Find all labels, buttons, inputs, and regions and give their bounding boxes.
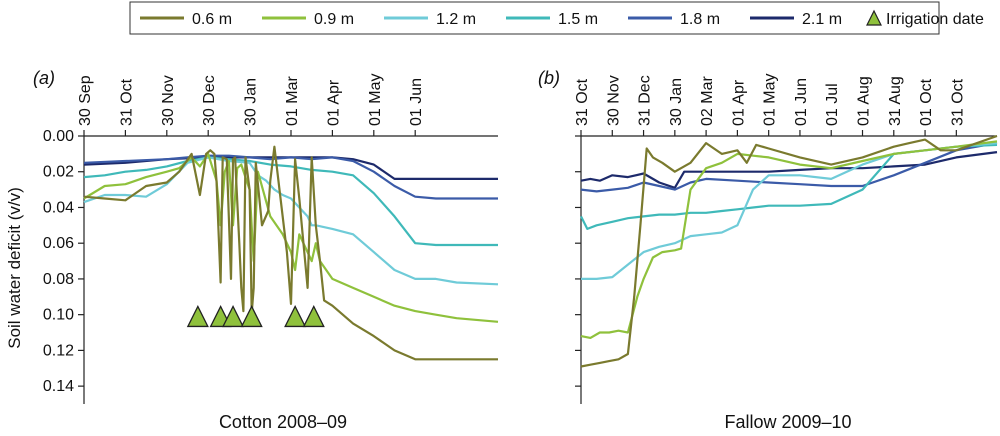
- y-tick-label: 0.08: [43, 271, 74, 288]
- y-tick-label: 0.00: [43, 128, 74, 145]
- irrigation-marker: [221, 304, 245, 328]
- irrigation-marker: [240, 304, 263, 328]
- x-tick-label: 01 Jul: [824, 83, 841, 126]
- panel-b-title: Fallow 2009–10: [724, 412, 851, 432]
- x-tick-label: 31 Oct: [118, 78, 135, 126]
- panel-a-label: (a): [33, 68, 55, 88]
- x-tick-label: 31 Aug: [887, 76, 904, 126]
- legend-label: 0.6 m: [192, 11, 232, 28]
- legend-irrigation-marker: [866, 9, 882, 26]
- x-tick-label: 01 Jun: [793, 78, 810, 126]
- x-tick-label: 31 Oct: [949, 78, 966, 126]
- legend-irrigation-label: Irrigation date: [886, 11, 984, 28]
- y-tick-label: 0.10: [43, 307, 74, 324]
- x-tick-label: 01 Mar: [284, 76, 301, 126]
- x-tick-label: 30 Dec: [201, 75, 218, 126]
- series-line-15m: [580, 143, 998, 230]
- panel-cotton: (a) Cotton 2008–09 30 Sep 31 Oct 30 Nov 30 …: [33, 68, 499, 432]
- x-tick-label: 01 Jun: [408, 78, 425, 126]
- x-tick-label: 31 Dec: [637, 75, 654, 126]
- y-tick-label: 0.06: [43, 235, 74, 252]
- irrigation-marker: [302, 304, 325, 328]
- y-axis-label: Soil water deficit (v/v): [5, 187, 24, 349]
- irrigation-marker: [186, 304, 209, 328]
- legend-items: 0.6 m 0.9 m 1.2 m 1.5 m 1.8 m 2.1 m Irrigation…: [140, 9, 984, 28]
- irrigation-marker: [284, 304, 307, 328]
- y-tick-label: 0.02: [43, 164, 74, 181]
- y-tick-label: 0.14: [43, 378, 74, 395]
- legend: 0.6 m 0.9 m 1.2 m 1.5 m 1.8 m 2.1 m Irrigation…: [129, 1, 984, 35]
- x-tick-label: 01 Apr: [325, 79, 342, 126]
- x-tick-label: 30 Sep: [77, 75, 94, 126]
- x-tick-label: 31 Oct: [574, 78, 591, 126]
- x-tick-label: 01 May: [367, 74, 384, 126]
- y-tick-label: 0.04: [43, 199, 74, 216]
- x-tick-label: 02 Mar: [699, 76, 716, 126]
- legend-label: 0.9 m: [314, 11, 354, 28]
- series-line-18m: [83, 154, 498, 200]
- legend-label: 1.8 m: [680, 11, 720, 28]
- panel-b-label: (b): [538, 68, 560, 88]
- series-line-15m: [83, 156, 498, 247]
- legend-label: 2.1 m: [802, 11, 842, 28]
- series-line-21m: [580, 151, 998, 189]
- series-line-09m: [580, 140, 998, 339]
- legend-label: 1.5 m: [558, 11, 598, 28]
- x-tick-label: 30 Jan: [668, 78, 685, 126]
- series-line-18m: [580, 142, 998, 193]
- legend-label: 1.2 m: [436, 11, 476, 28]
- panel-fallow: (b) Fallow 2009–10 31 Oct 30 Nov 31 Dec 30 …: [538, 68, 998, 432]
- panel-a-title: Cotton 2008–09: [219, 412, 347, 432]
- x-tick-label: 30 Nov: [605, 75, 622, 126]
- x-tick-label: 01 Apr: [730, 79, 747, 126]
- x-tick-label: 01 Oct: [918, 78, 935, 126]
- x-tick-label: 01 Aug: [856, 76, 873, 126]
- series-line-06m: [580, 134, 998, 368]
- x-tick-label: 30 Jan: [243, 78, 260, 126]
- x-tick-label: 30 Nov: [160, 75, 177, 126]
- x-tick-label: 01 May: [762, 74, 779, 126]
- y-tick-label: 0.12: [43, 342, 74, 359]
